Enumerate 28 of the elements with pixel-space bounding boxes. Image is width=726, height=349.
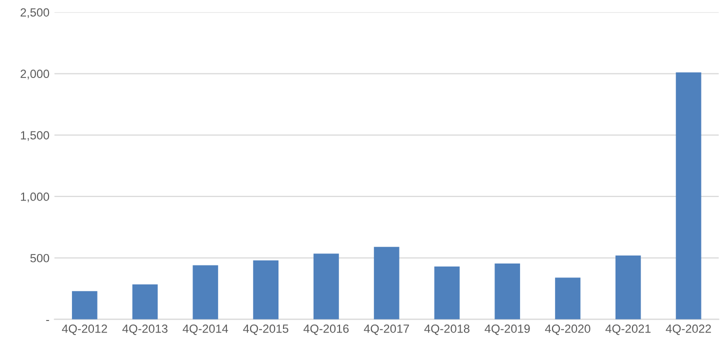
x-tick-label: 4Q-2018 xyxy=(424,324,470,335)
y-tick-label: 1,500 xyxy=(20,131,50,141)
bar xyxy=(72,291,98,320)
y-tick-label: 1,000 xyxy=(20,192,50,202)
bar xyxy=(434,266,460,320)
bar xyxy=(555,278,580,320)
x-tick-label: 4Q-2020 xyxy=(545,324,590,335)
x-tick-label: 4Q-2014 xyxy=(182,324,228,335)
y-tick-label: - xyxy=(46,320,50,321)
x-tick-label: 4Q-2021 xyxy=(605,324,651,335)
x-tick-label: 4Q-2022 xyxy=(666,324,711,335)
bar xyxy=(676,72,702,320)
bar xyxy=(132,284,158,320)
y-tick-label: 2,500 xyxy=(20,8,50,18)
y-tick-label: 2,000 xyxy=(20,70,50,80)
bar xyxy=(374,246,400,320)
x-tick-label: 4Q-2017 xyxy=(364,324,409,335)
x-tick-label: 4Q-2015 xyxy=(243,324,288,335)
x-tick-label: 4Q-2012 xyxy=(62,324,108,335)
bar xyxy=(494,263,520,320)
x-tick-label: 4Q-2019 xyxy=(484,324,530,335)
y-tick-label: 500 xyxy=(30,254,50,262)
bar xyxy=(192,265,218,320)
bar xyxy=(253,260,278,320)
x-tick-label: 4Q-2013 xyxy=(122,324,168,335)
bar xyxy=(615,255,641,320)
bar xyxy=(314,254,339,320)
x-tick-label: 4Q-2016 xyxy=(304,324,349,335)
